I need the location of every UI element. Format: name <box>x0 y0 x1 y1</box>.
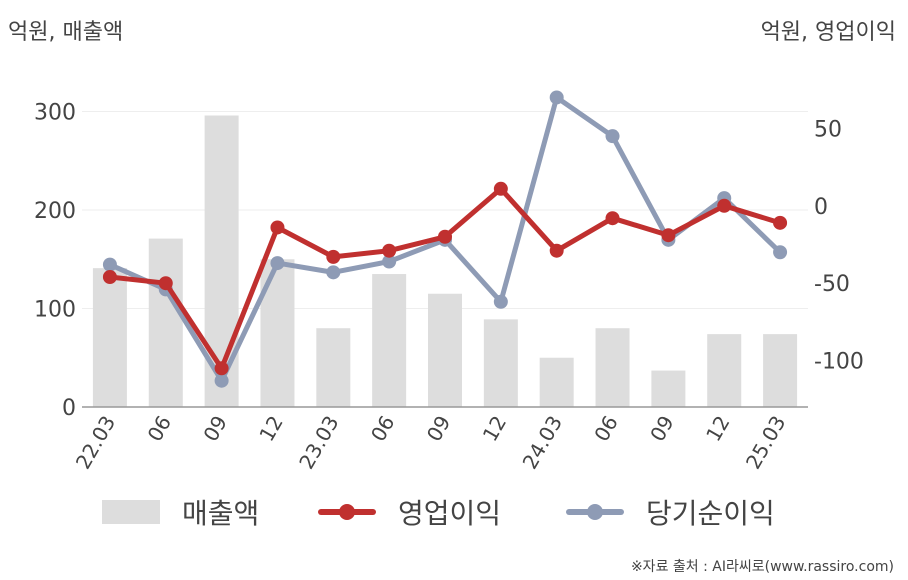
point-operating-profit <box>493 181 508 196</box>
left-tick-label: 0 <box>62 396 76 421</box>
bar-sales <box>372 274 407 407</box>
right-tick-label: 50 <box>814 117 842 142</box>
bar-sales <box>92 268 127 407</box>
bar-sales <box>428 293 462 407</box>
right-tick-label: -100 <box>814 350 864 375</box>
point-operating-profit <box>605 211 620 226</box>
point-net-income <box>382 254 397 269</box>
point-net-income <box>493 294 508 309</box>
x-tick-label: 12 <box>701 412 735 446</box>
point-net-income <box>270 256 285 271</box>
point-operating-profit <box>102 270 117 284</box>
point-net-income <box>102 257 117 272</box>
x-tick-label: 22.03 <box>71 412 120 474</box>
left-axis-unit: 억원, 매출액 <box>8 20 124 45</box>
x-tick-label: 24.03 <box>518 412 567 474</box>
x-tick-label: 09 <box>422 412 456 446</box>
bar-sales <box>260 259 295 407</box>
bar-sales <box>148 238 183 407</box>
left-tick-label: 300 <box>34 101 76 126</box>
point-operating-profit <box>270 220 285 235</box>
legend-item-sales: 매출액 <box>102 490 259 534</box>
point-operating-profit <box>326 249 341 264</box>
point-operating-profit <box>158 276 173 291</box>
bar-sales <box>316 328 351 407</box>
bar-sales <box>483 319 518 407</box>
bar-sales <box>707 334 742 407</box>
point-operating-profit <box>214 361 229 376</box>
x-tick-label: 06 <box>589 412 623 446</box>
x-tick-label: 23.03 <box>294 412 343 474</box>
x-tick-label: 25.03 <box>741 412 790 474</box>
legend-item-net-income: 당기순이익 <box>566 490 775 534</box>
legend-swatch-sales <box>102 500 160 524</box>
point-net-income <box>549 90 564 105</box>
point-net-income <box>605 129 620 144</box>
legend-label-operating-profit: 영업이익 <box>398 497 502 530</box>
bar-sales <box>539 357 574 407</box>
source-credit: ※자료 출처 : AI라씨로(www.rassiro.com) <box>630 559 894 575</box>
point-operating-profit <box>382 243 397 258</box>
legend-item-operating-profit: 영업이익 <box>318 490 501 534</box>
bar-sales <box>763 334 798 407</box>
right-axis-unit: 억원, 영업이익 <box>760 20 896 45</box>
bar-sales <box>595 328 630 407</box>
legend-label-sales: 매출액 <box>182 497 260 530</box>
legend-swatch-operating-profit <box>318 500 376 524</box>
left-tick-label: 200 <box>34 199 76 224</box>
point-operating-profit <box>661 228 676 243</box>
point-operating-profit <box>549 243 564 258</box>
left-tick-label: 100 <box>34 298 76 323</box>
legend-swatch-net-income <box>566 500 624 524</box>
point-operating-profit <box>438 229 452 244</box>
x-tick-label: 12 <box>478 412 512 446</box>
x-tick-label: 06 <box>366 412 400 446</box>
point-net-income <box>773 245 788 260</box>
point-net-income <box>214 373 229 388</box>
point-operating-profit <box>773 215 788 230</box>
x-tick-label: 09 <box>198 412 232 446</box>
x-tick-label: 12 <box>254 412 288 446</box>
right-tick-label: 0 <box>814 195 828 220</box>
legend-label-net-income: 당기순이익 <box>646 497 775 530</box>
bar-sales <box>651 370 686 407</box>
point-net-income <box>326 265 341 280</box>
x-tick-label: 09 <box>645 412 679 446</box>
point-operating-profit <box>717 198 732 213</box>
right-tick-label: -50 <box>814 272 850 297</box>
x-tick-label: 06 <box>143 412 177 446</box>
